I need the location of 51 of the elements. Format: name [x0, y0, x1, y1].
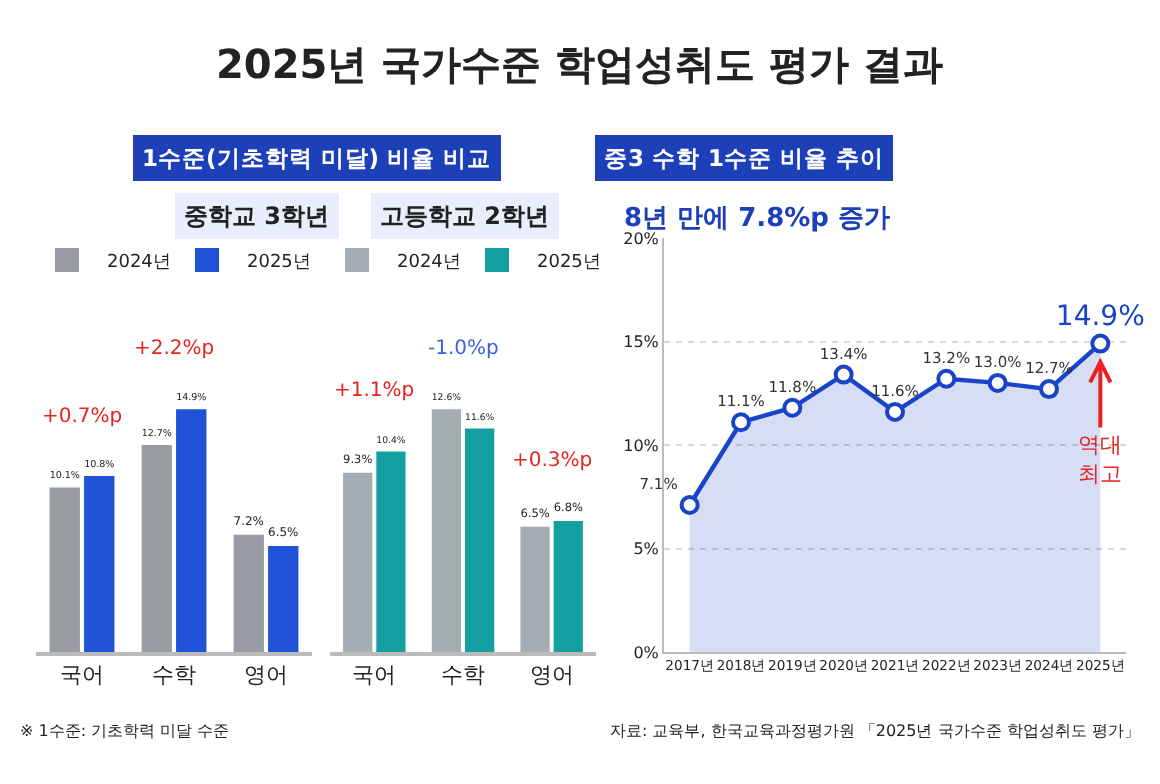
bar — [465, 428, 495, 652]
x-tick-label: 수학 — [152, 661, 196, 688]
bar — [176, 409, 207, 652]
text: +2.2%p — [134, 338, 215, 360]
point — [731, 412, 751, 433]
legend-label: 2024년 — [397, 253, 461, 274]
x-tick-label: 영어 — [529, 661, 574, 688]
chart-title: 중3 수학 1수준 비율 추이 — [604, 144, 885, 172]
annotation: +0.7%p — [42, 406, 123, 428]
bar — [233, 534, 264, 652]
bar — [431, 409, 461, 652]
point — [833, 364, 854, 385]
text: -1.0%p — [428, 338, 499, 360]
x-tick-label: 국어 — [352, 661, 397, 688]
bar — [376, 451, 406, 652]
x-tick-label: 국어 — [60, 661, 104, 688]
data-label: 14.9% — [1055, 300, 1145, 333]
bar — [268, 546, 299, 652]
chart-subtitle: 8년 만에 7.8%p 증가 — [624, 204, 890, 234]
bar — [553, 520, 583, 652]
x-tick-label: 영어 — [244, 661, 288, 688]
chart-title: 고등학교 2학년 — [380, 202, 550, 230]
point — [885, 401, 905, 422]
y-tick-label: 20% — [623, 229, 660, 248]
point — [936, 368, 957, 389]
x-tick-label: 수학 — [441, 661, 485, 688]
bar — [141, 445, 172, 652]
bar — [343, 472, 373, 652]
chart-title: 중학교 3학년 — [184, 202, 330, 230]
y-tick-label: 5% — [633, 540, 660, 559]
annotation: 역대 최고 — [1078, 432, 1122, 487]
text: 1수준(기초학력 미달) 비율 비교 — [142, 144, 492, 172]
point — [679, 495, 700, 516]
point — [782, 397, 803, 418]
legend-label: 2025년 — [537, 253, 601, 274]
point — [1039, 379, 1059, 400]
annotation: +0.3%p — [512, 450, 593, 472]
point — [1090, 333, 1111, 354]
bar — [520, 526, 550, 652]
text: 2025년 국가수준 학업성취도 평가 결과 — [216, 40, 944, 88]
y-tick-label: 10% — [623, 436, 660, 455]
bar — [84, 476, 115, 652]
point — [987, 372, 1008, 393]
y-tick-label: 15% — [623, 333, 660, 352]
text: 자료: 교육부, 한국교육과정평가원 「2025년 국가수준 학업성취도 평가」 — [610, 722, 1140, 740]
y-tick-label: 0% — [633, 643, 660, 662]
text: +1.1%p — [334, 380, 415, 402]
legend-label: 2025년 — [247, 253, 311, 274]
text: ※ 1수준: 기초학력 미달 수준 — [20, 722, 230, 740]
bar — [49, 487, 80, 652]
legend-label: 2024년 — [107, 253, 171, 274]
